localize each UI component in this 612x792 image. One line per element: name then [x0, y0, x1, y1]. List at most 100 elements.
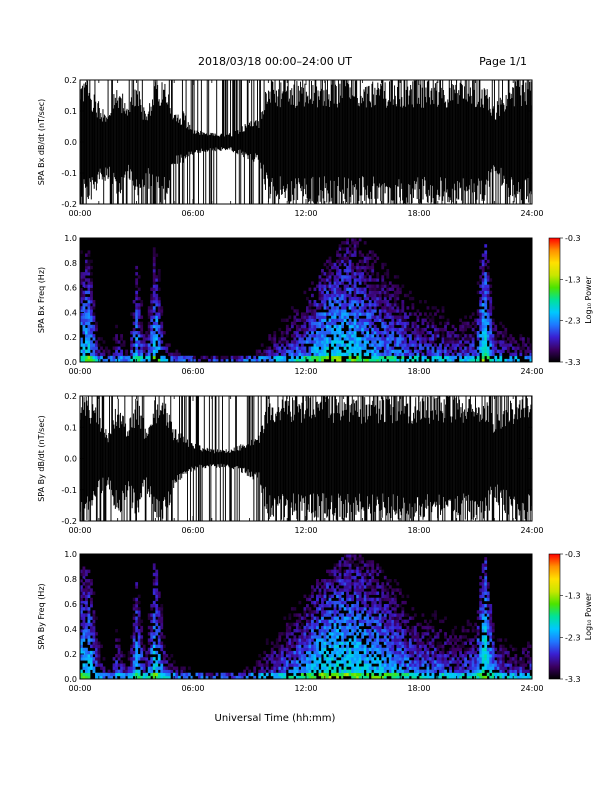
spectrogram-cell [363, 358, 367, 362]
spectrogram-cell [529, 343, 532, 347]
spectrogram-cell [87, 588, 91, 592]
spectrogram-cell [516, 343, 520, 347]
spectrogram-cell [323, 647, 327, 652]
spectrogram-cell [152, 250, 156, 254]
spectrogram-cell [152, 272, 156, 276]
spectrogram-cell [270, 650, 274, 655]
spectrogram-cell [288, 632, 292, 636]
spectrogram-cell [356, 327, 360, 332]
colorbar-tick-label: -3.3 [565, 358, 581, 367]
spectrogram-cell [489, 337, 493, 341]
spectrogram-cell [429, 312, 432, 316]
spectrogram-cell [484, 349, 488, 353]
spectrogram-cell [152, 619, 156, 624]
y-tick-label: 1.0 [64, 234, 77, 243]
spectrogram-cell [303, 358, 307, 362]
spectrogram-cell [280, 644, 284, 649]
spectrogram-cell [471, 349, 475, 353]
spectrogram-cell [398, 309, 402, 313]
spectrogram-cell [92, 644, 96, 649]
spectrogram-cell [278, 327, 282, 332]
spectrogram-cell [132, 632, 136, 636]
spectrogram-cell [501, 340, 505, 344]
spectrogram-cell [288, 675, 292, 679]
spectrogram-cell [336, 327, 339, 332]
spectrogram-cell [461, 321, 465, 326]
spectrogram-cell [321, 641, 324, 645]
spectrogram-cell [298, 657, 302, 661]
spectrogram-cell [295, 619, 299, 624]
plot-area [80, 238, 532, 362]
spectrogram-cell [318, 281, 322, 285]
spectrogram-cell [160, 663, 164, 667]
spectrogram-cell [152, 663, 156, 667]
spectrogram-cell [162, 675, 166, 679]
spectrogram-cell [122, 675, 126, 679]
spectrogram-cell [333, 572, 337, 577]
spectrogram-cell [316, 625, 319, 630]
spectrogram-cell [147, 355, 151, 360]
spectrogram-cell [80, 604, 83, 608]
spectrogram-cell [162, 635, 166, 639]
spectrogram-cell [87, 607, 91, 611]
spectrogram-cell [85, 269, 88, 273]
spectrogram-cell [516, 358, 520, 362]
spectrogram-cell [155, 346, 159, 350]
spectrogram-cell [140, 324, 144, 329]
spectrogram-cell [316, 666, 319, 670]
spectrogram-cell [373, 303, 377, 307]
spectrogram-cell [268, 334, 272, 338]
spectrogram-cell [270, 352, 274, 357]
spectrogram-cell [155, 349, 159, 353]
spectrogram-cell [338, 666, 342, 670]
spectrogram-cell [363, 269, 367, 273]
spectrogram-cell [323, 579, 327, 583]
spectrogram-cell [306, 644, 309, 649]
spectrogram-cell [456, 337, 460, 341]
spectrogram-cell [298, 616, 302, 620]
spectrogram-cell [100, 337, 103, 341]
spectrogram-cell [411, 324, 415, 329]
spectrogram-cell [351, 334, 355, 338]
spectrogram-cell [356, 358, 360, 362]
spectrogram-cell [308, 318, 312, 322]
spectrogram-cell [248, 672, 252, 677]
spectrogram-cell [371, 334, 375, 338]
spectrogram-cell [150, 669, 154, 674]
spectrogram-cell [275, 352, 279, 357]
spectrogram-cell [260, 657, 264, 661]
spectrogram-cell [341, 340, 344, 344]
spectrogram-cell [351, 669, 355, 674]
spectrogram-cell [328, 675, 332, 679]
spectrogram-cell [358, 675, 362, 679]
spectrogram-cell [416, 343, 420, 347]
spectrogram-cell [368, 654, 372, 658]
spectrogram-cell [338, 275, 342, 279]
spectrogram-cell [356, 613, 360, 617]
spectrogram-cell [300, 622, 304, 627]
spectrogram-cell [200, 672, 204, 677]
spectrogram-cell [160, 625, 164, 630]
spectrogram-cell [401, 324, 405, 329]
spectrogram-cell [90, 625, 93, 630]
spectrogram-cell [491, 343, 495, 347]
spectrogram-cell [326, 290, 329, 295]
spectrogram-cell [336, 278, 339, 282]
spectrogram-cell [321, 340, 324, 344]
spectrogram-cell [308, 607, 312, 611]
spectrogram-cell [308, 315, 312, 319]
spectrogram-cell [341, 632, 344, 636]
spectrogram-cell [371, 309, 375, 313]
spectrogram-cell [346, 315, 349, 319]
spectrogram-cell [293, 343, 297, 347]
spectrogram-cell [85, 569, 88, 574]
spectrogram-cell [90, 600, 93, 605]
y-tick-label: -0.1 [61, 169, 77, 178]
spectrogram-cell [321, 579, 324, 583]
spectrogram-cell [311, 613, 314, 617]
spectrogram-cell [348, 244, 352, 248]
spectrogram-cell [255, 663, 259, 667]
spectrogram-cell [316, 349, 319, 353]
spectrogram-cell [351, 247, 355, 251]
spectrogram-cell [388, 281, 392, 285]
